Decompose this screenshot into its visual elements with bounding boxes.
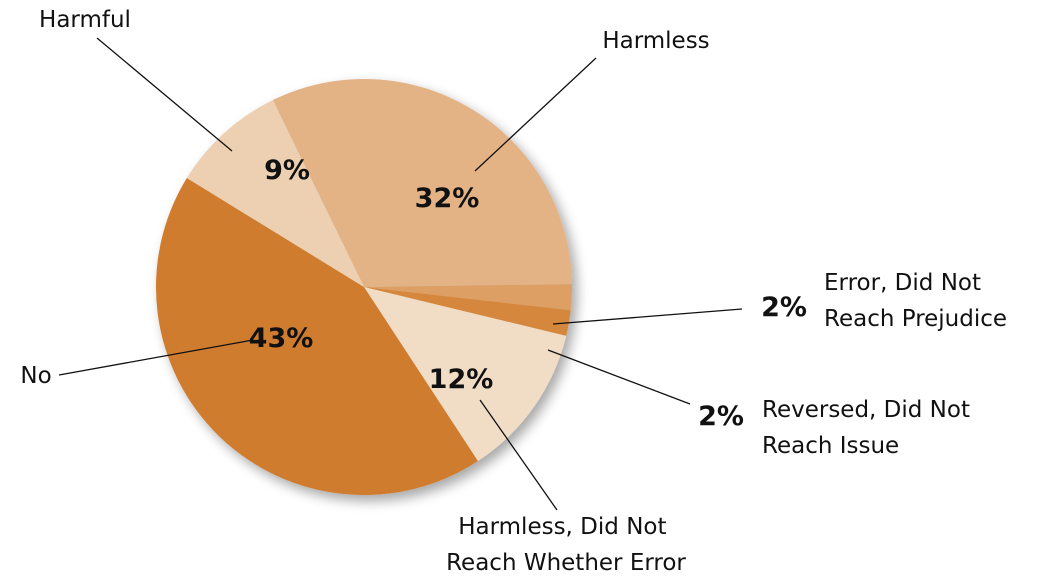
leader-line-harmful [96, 37, 233, 152]
label-harmless-did-not-reach-line-1: Harmless, Did Not [458, 514, 666, 540]
label-no: No [20, 363, 51, 389]
leader-line-error [552, 308, 743, 325]
leader-lines [58, 37, 743, 511]
label-harmful: Harmful [39, 7, 131, 33]
label-error: Error, Did Not Reach Prejudice [824, 270, 1007, 332]
pct-label-harmless: 32% [415, 183, 480, 214]
pie-slice-harmless [272, 78, 572, 287]
leader-line-reversed [547, 349, 691, 405]
pie-slice-harmless-did-not-reach-whether-error [364, 287, 567, 462]
pie-slice-no [155, 178, 478, 496]
label-error-line-1: Error, Did Not [824, 270, 981, 296]
leader-line-harmless-did-not-reach [479, 399, 558, 511]
leader-line-no [58, 339, 254, 376]
pct-label-harmless-did-not-reach: 12% [429, 364, 494, 395]
leader-line-harmless [474, 57, 597, 172]
pct-label-no: 43% [249, 323, 314, 354]
pie-slice-harmful [186, 100, 364, 287]
pct-label-harmful: 9% [264, 155, 310, 186]
pie-slice-error-did-not-reach-prejudice [364, 284, 572, 311]
pct-label-reversed: 2% [698, 401, 744, 432]
label-error-line-2: Reach Prejudice [824, 306, 1007, 332]
pct-label-error: 2% [761, 292, 807, 323]
label-reversed: Reversed, Did Not Reach Issue [762, 397, 977, 459]
label-harmless: Harmless [602, 28, 709, 54]
pie-slice-reversed-did-not-reach-issue [364, 287, 571, 336]
label-reversed-line-1: Reversed, Did Not [762, 397, 970, 423]
label-harmless-did-not-reach: Harmless, Did Not Reach Whether Error [446, 514, 686, 576]
label-harmless-did-not-reach-line-2: Reach Whether Error [446, 550, 686, 576]
label-reversed-line-2: Reach Issue [762, 433, 899, 459]
pie-slices [155, 78, 572, 496]
